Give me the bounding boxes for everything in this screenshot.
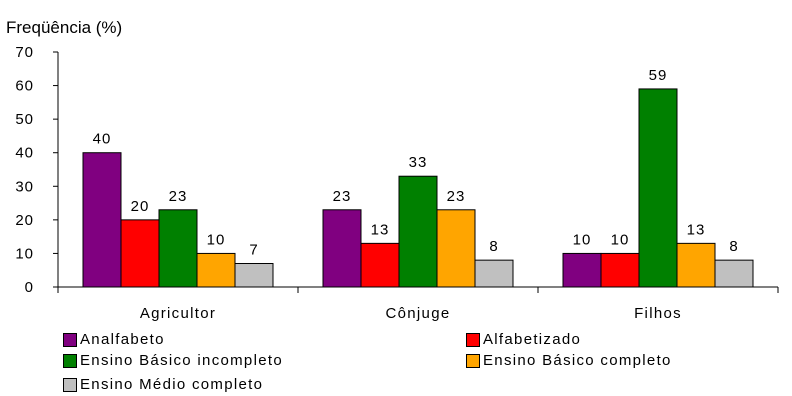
bar (234, 263, 274, 288)
data-label: 8 (489, 238, 498, 255)
data-label: 13 (371, 221, 390, 238)
bar (322, 209, 362, 288)
data-label: 20 (131, 198, 150, 215)
bar (398, 175, 438, 288)
data-label: 10 (611, 231, 630, 248)
data-label: 59 (649, 67, 668, 84)
bar (714, 259, 754, 288)
bar (82, 152, 122, 288)
data-label: 7 (249, 242, 258, 259)
x-tick-label: Agricultor (140, 305, 216, 322)
bar (360, 242, 400, 288)
data-label: 40 (93, 131, 112, 148)
y-tick-label: 20 (15, 212, 34, 229)
y-tick-label: 30 (15, 178, 34, 195)
data-label: 33 (409, 154, 428, 171)
x-axis-tick-labels: Agricultor Cônjuge Filhos (140, 305, 682, 322)
y-tick-label: 10 (15, 245, 34, 262)
data-label: 8 (729, 238, 738, 255)
y-tick-label: 70 (15, 44, 34, 61)
bar (638, 88, 678, 288)
data-label: 23 (447, 188, 466, 205)
data-label: 10 (573, 231, 592, 248)
x-tick-label: Filhos (634, 305, 682, 322)
bar (562, 252, 602, 288)
bar (676, 242, 716, 288)
y-tick-label: 60 (15, 78, 34, 95)
y-tick-label: 50 (15, 111, 34, 128)
data-label: 13 (687, 221, 706, 238)
y-tick-label: 40 (15, 145, 34, 162)
data-label: 23 (333, 188, 352, 205)
bar (120, 219, 160, 288)
bar (474, 259, 514, 288)
bars (82, 88, 754, 288)
bar (436, 209, 476, 288)
bar (196, 252, 236, 288)
y-tick-label: 0 (25, 279, 34, 296)
y-axis-label: Freqüência (%) (6, 18, 122, 37)
axes (57, 52, 779, 293)
bar (158, 209, 198, 288)
value-labels: 40 20 23 10 7 23 13 33 23 8 10 10 59 13 8 (93, 67, 738, 259)
y-axis-ticks: 0 10 20 30 40 50 60 70 (15, 44, 58, 296)
data-label: 23 (169, 188, 188, 205)
bar (600, 252, 640, 288)
data-label: 10 (207, 231, 226, 248)
x-tick-label: Cônjuge (386, 305, 451, 322)
